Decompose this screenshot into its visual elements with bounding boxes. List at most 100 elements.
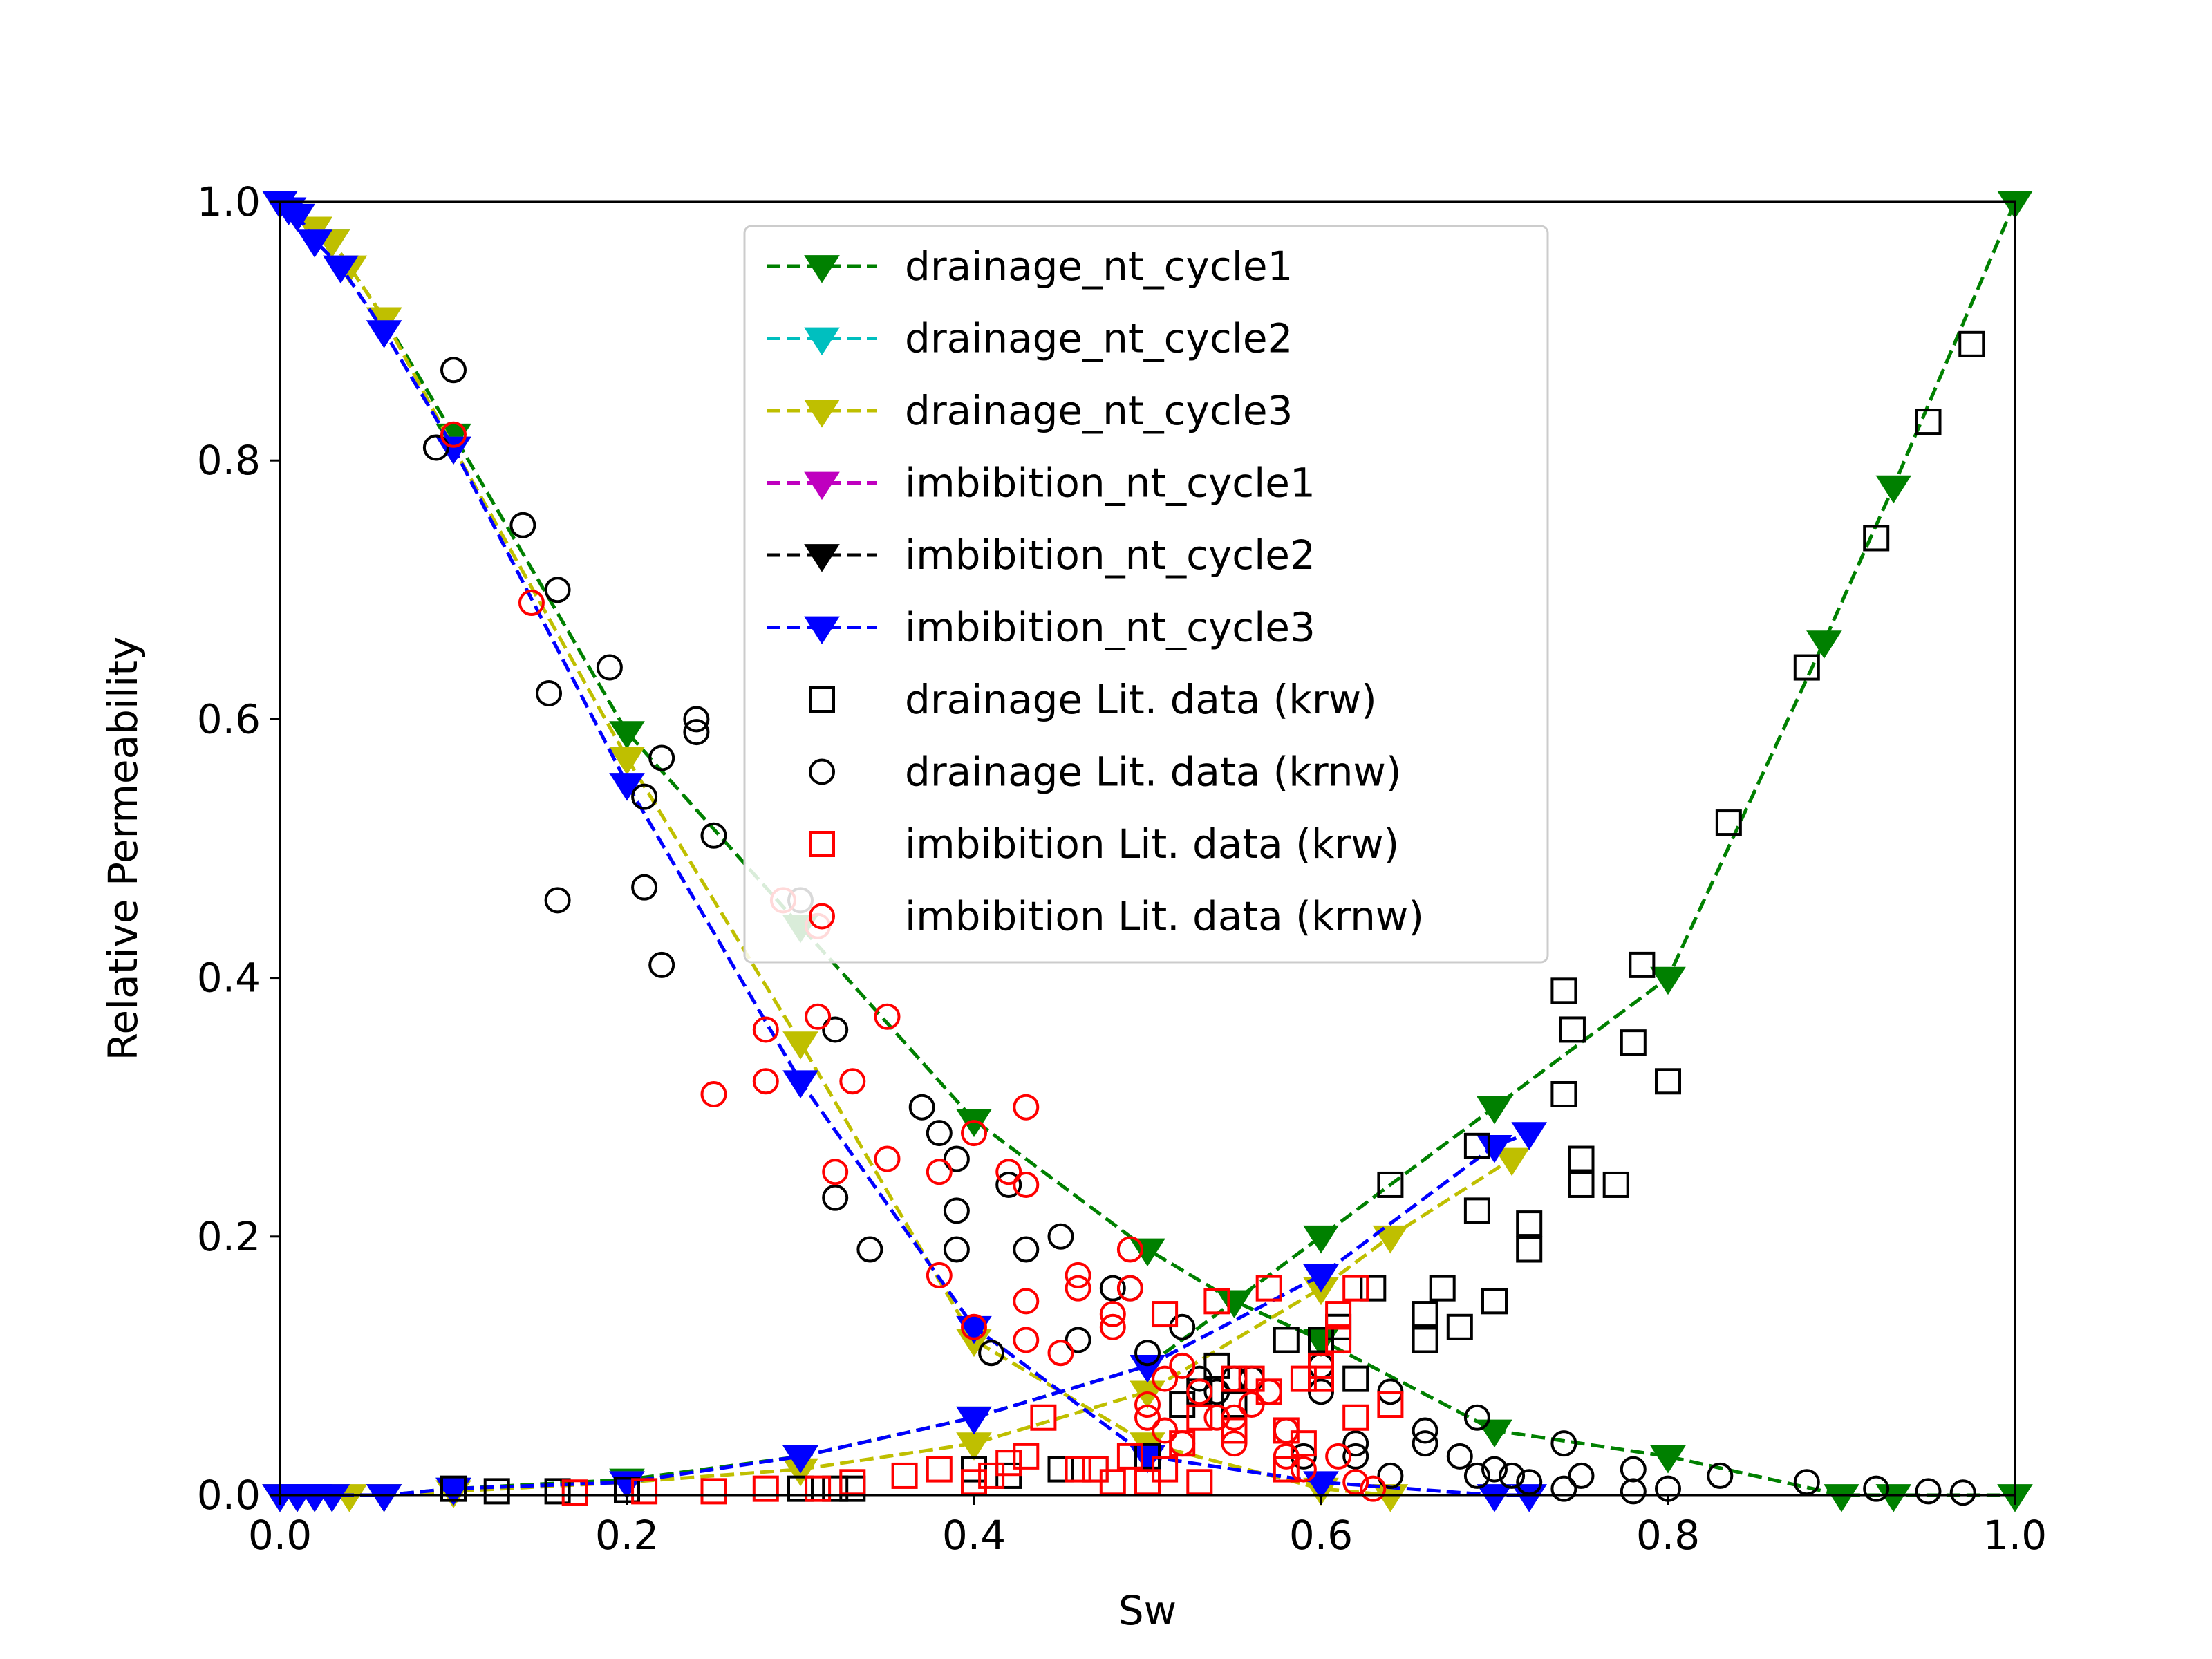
- data-point: [1620, 1478, 1647, 1505]
- data-point: [422, 434, 449, 461]
- data-point: [1221, 1417, 1248, 1444]
- data-point: [1715, 809, 1742, 836]
- data-point: [839, 1469, 866, 1496]
- legend-marker: [804, 255, 840, 283]
- data-point: [700, 1080, 727, 1107]
- data-point: [648, 951, 675, 978]
- data-point: [1915, 409, 1942, 435]
- data-point: [752, 1068, 779, 1095]
- legend-entry: drainage_nt_cycle1: [767, 243, 1293, 290]
- data-point: [1290, 1430, 1317, 1457]
- data-point: [1047, 1223, 1074, 1250]
- data-point: [440, 421, 467, 448]
- x-axis: 0.0 0.2 0.4 0.6 0.8 1.0: [248, 1495, 2047, 1559]
- x-tick-label: 0.2: [595, 1512, 659, 1559]
- data-point: [1412, 1327, 1438, 1353]
- data-point: [1412, 1430, 1438, 1457]
- data-point: [1342, 1443, 1369, 1470]
- data-point: [1863, 525, 1890, 552]
- data-point: [1273, 1443, 1300, 1470]
- legend-marker: [809, 686, 835, 713]
- data-point: [1550, 1430, 1577, 1457]
- legend-label: imbibition_nt_cycle3: [905, 604, 1315, 651]
- x-tick-label: 0.8: [1636, 1512, 1700, 1559]
- data-point: [1446, 1443, 1473, 1470]
- data-point: [1047, 1456, 1074, 1483]
- data-point: [1030, 1404, 1057, 1431]
- data-point: [1477, 1096, 1512, 1125]
- legend-label: drainage_nt_cycle1: [905, 243, 1293, 290]
- data-point: [1511, 1484, 1548, 1512]
- legend-entry: imbibition_nt_cycle2: [767, 532, 1315, 579]
- data-point: [700, 822, 727, 849]
- data-point: [700, 1478, 727, 1505]
- y-tick-label: 0.4: [197, 955, 261, 1002]
- data-point: [1047, 1340, 1074, 1367]
- data-point: [1013, 1171, 1040, 1198]
- data-layer: [262, 191, 2033, 1512]
- data-point: [1377, 1171, 1404, 1198]
- data-point: [1303, 1329, 1339, 1358]
- data-point: [839, 1068, 866, 1095]
- data-point: [782, 1070, 818, 1098]
- data-point: [1360, 1475, 1387, 1502]
- data-point: [1559, 1016, 1586, 1043]
- data-point: [544, 1478, 571, 1505]
- data-point: [1499, 1462, 1526, 1489]
- data-point: [1116, 1275, 1143, 1302]
- data-point: [1216, 1290, 1253, 1319]
- legend-entry: imbibition Lit. data (krw): [809, 821, 1399, 868]
- data-point: [874, 1003, 901, 1030]
- legend-marker: [804, 327, 840, 356]
- data-point: [822, 1184, 849, 1211]
- data-point: [1169, 1430, 1196, 1457]
- x-tick-label: 0.4: [942, 1512, 1006, 1559]
- data-point: [1620, 1029, 1647, 1056]
- plot-border: [279, 200, 2016, 1497]
- legend: drainage_nt_cycle1 drainage_nt_cycle2drai…: [743, 225, 1549, 964]
- data-point: [1342, 1469, 1369, 1496]
- data-point: [926, 1262, 953, 1288]
- data-point: [1707, 1462, 1734, 1489]
- data-point: [440, 1475, 467, 1502]
- data-point: [1013, 1288, 1040, 1315]
- data-point: [1463, 1197, 1490, 1224]
- data-point: [1342, 1365, 1369, 1392]
- data-point: [961, 1313, 987, 1340]
- data-point: [1412, 1417, 1438, 1444]
- y-tick-label: 0.2: [197, 1213, 261, 1260]
- data-point: [856, 1236, 883, 1263]
- data-point: [1377, 1391, 1404, 1418]
- data-point: [1255, 1378, 1282, 1405]
- data-point: [1325, 1301, 1352, 1328]
- data-point: [648, 744, 675, 771]
- data-point: [1221, 1365, 1248, 1392]
- data-point: [1516, 1469, 1543, 1496]
- data-point: [1949, 1479, 1976, 1506]
- data-point: [323, 255, 359, 284]
- data-point: [1203, 1404, 1230, 1431]
- data-point: [609, 721, 645, 749]
- data-point: [1602, 1171, 1629, 1198]
- data-point: [1099, 1301, 1126, 1328]
- data-point: [1550, 977, 1577, 1004]
- data-point: [1116, 1443, 1143, 1470]
- data-point: [1186, 1404, 1213, 1431]
- data-point: [908, 1094, 935, 1121]
- data-point: [1290, 1456, 1317, 1483]
- data-point: [752, 1475, 779, 1502]
- legend-entry: drainage_nt_cycle2: [767, 315, 1293, 362]
- data-point: [1325, 1443, 1352, 1470]
- data-point: [1013, 1094, 1040, 1121]
- data-point: [1655, 1068, 1681, 1095]
- x-axis-label: Sw: [1118, 1587, 1177, 1634]
- legend-label: drainage Lit. data (krw): [905, 676, 1377, 723]
- legend-label: drainage_nt_cycle3: [905, 387, 1293, 434]
- data-point: [1516, 1236, 1543, 1263]
- legend-label: imbibition Lit. data (krw): [905, 821, 1399, 868]
- data-point: [366, 320, 402, 348]
- legend-marker: [809, 903, 835, 930]
- y-axis: 0.0 0.2 0.4 0.6 0.8 1.0: [197, 178, 280, 1519]
- data-point: [926, 1456, 953, 1483]
- data-point: [631, 1478, 658, 1505]
